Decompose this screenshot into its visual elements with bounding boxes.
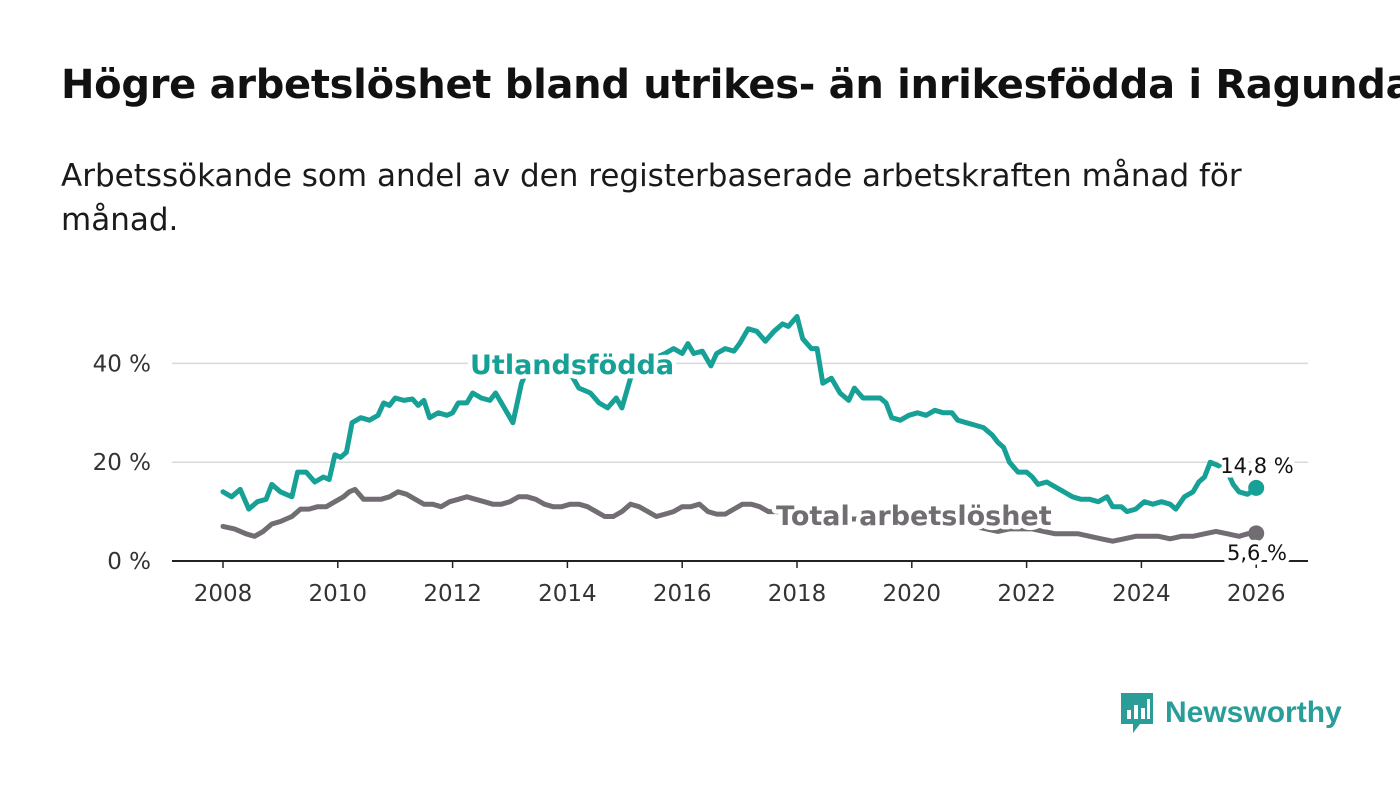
x-tick-label: 2018	[768, 581, 827, 607]
chart-title: Högre arbetslöshet bland utrikes- än inr…	[61, 62, 1400, 108]
brand-name: Newsworthy	[1165, 696, 1342, 729]
series-lines	[220, 314, 1265, 544]
end-marker-utlandsfodda	[1248, 479, 1265, 496]
x-tick-label: 2008	[194, 581, 253, 607]
y-tick-label: 0 %	[107, 549, 151, 575]
series-annotations: Utlandsfödda Total arbetslöshet 14,8 % 5,6 …	[466, 346, 1299, 570]
x-tick-label: 2022	[997, 581, 1056, 607]
newsworthy-logo: Newsworthy	[1118, 690, 1342, 736]
series-line-utlandsfodda	[220, 314, 1259, 515]
x-tick-label: 2014	[538, 581, 597, 607]
y-axis-ticks: 0 % 20 % 40 %	[93, 351, 151, 575]
x-axis-ticks: 2008 2010 2012 2014 2016 2018 2020 2022 2024 2026	[194, 561, 1286, 607]
end-marker-total	[1248, 525, 1265, 542]
series-label-utlandsfodda: Utlandsfödda	[470, 350, 674, 381]
x-tick-label: 2026	[1227, 581, 1286, 607]
series-line-total	[220, 486, 1259, 544]
x-tick-label: 2010	[309, 581, 368, 607]
gridlines	[172, 362, 1308, 562]
end-value-total: 5,6 %	[1227, 541, 1287, 565]
y-tick-label: 20 %	[93, 450, 151, 476]
newsworthy-logo-icon	[1121, 693, 1153, 733]
x-tick-label: 2016	[653, 581, 712, 607]
y-tick-label: 40 %	[93, 351, 151, 377]
end-value-utlandsfodda: 14,8 %	[1220, 454, 1293, 478]
chart-subtitle: Arbetssökande som andel av den registerb…	[61, 158, 1242, 238]
x-tick-label: 2012	[423, 581, 482, 607]
x-tick-label: 2024	[1112, 581, 1171, 607]
series-label-total: Total arbetslöshet	[776, 501, 1052, 532]
x-tick-label: 2020	[883, 581, 942, 607]
